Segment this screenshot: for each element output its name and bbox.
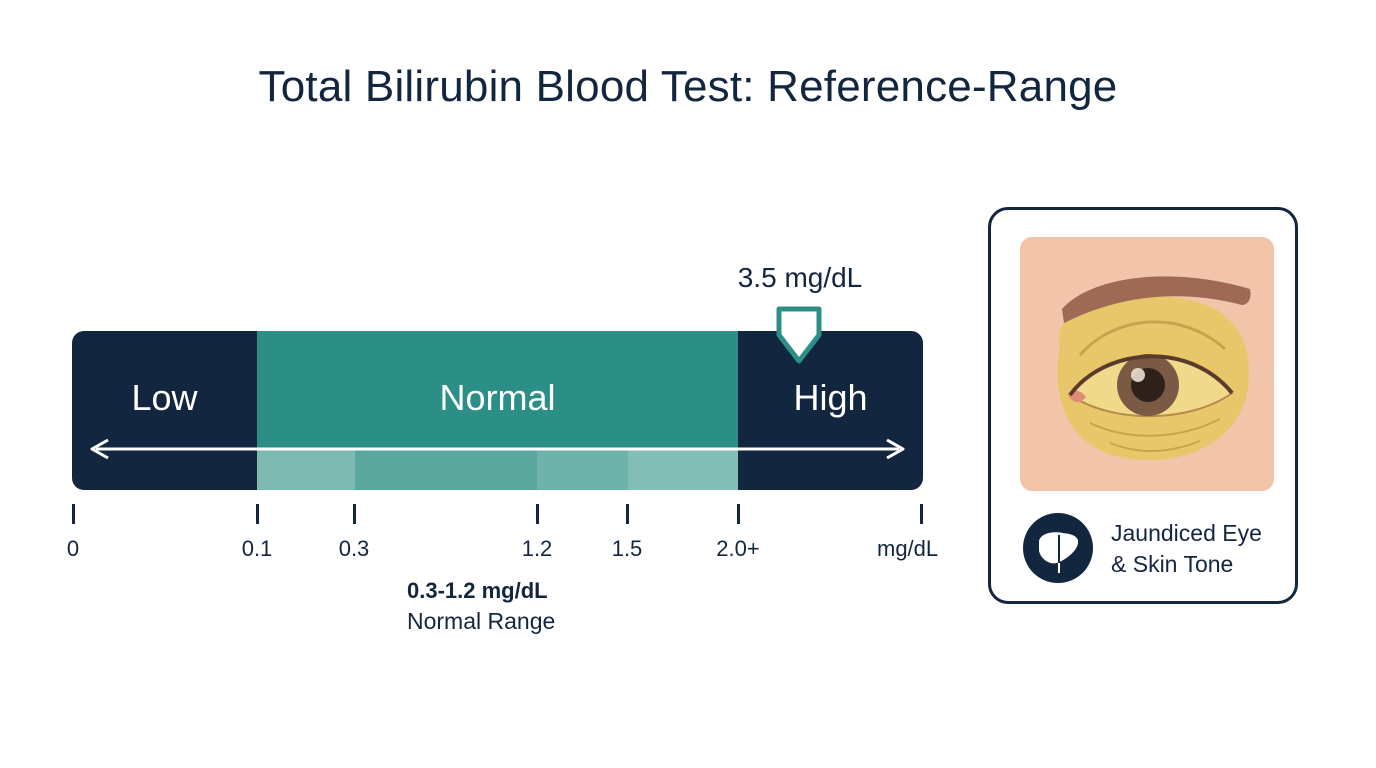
normal-range-value: 0.3-1.2 mg/dL [407, 578, 548, 603]
axis-tick-label: 0.1 [241, 536, 273, 561]
bidirectional-arrow-icon [90, 438, 905, 460]
eye-icon [1057, 276, 1251, 461]
axis-tick [626, 504, 629, 524]
zone-label-normal: Normal [439, 377, 556, 418]
axis-unit-label: mg/dL [877, 536, 939, 561]
axis-ticks: 0 0.1 0.3 1.2 1.5 2.0+ [0, 500, 1000, 580]
axis-tick-label: 1.2 [521, 536, 553, 561]
axis-tick-label: 1.5 [611, 536, 643, 561]
axis-tick [737, 504, 740, 524]
card-caption-line-2: & Skin Tone [1111, 551, 1234, 577]
axis-tick [72, 504, 75, 524]
liver-icon [1039, 532, 1079, 573]
axis-tick [256, 504, 259, 524]
normal-subband-1 [257, 449, 355, 490]
normal-range-label: Normal Range [407, 608, 556, 634]
axis-tick [536, 504, 539, 524]
result-value-label: 3.5 mg/dL [737, 262, 863, 293]
zone-label-low: Low [131, 377, 198, 418]
axis-tick-label: 2.0+ [716, 536, 760, 561]
reference-range-bar: Low Normal High [72, 331, 923, 490]
card-caption: Jaundiced Eye & Skin Tone [1111, 518, 1291, 580]
axis-tick [920, 504, 923, 524]
jaundiced-eye-illustration [1020, 237, 1274, 491]
axis-tick-label: 0 [66, 536, 80, 561]
normal-subband-3 [537, 449, 628, 490]
liver-icon-badge [1023, 513, 1093, 583]
card-caption-line-1: Jaundiced Eye [1111, 520, 1262, 546]
axis-tick-label: 0.3 [338, 536, 370, 561]
zone-label-high: High [793, 377, 868, 418]
jaundice-card: Jaundiced Eye & Skin Tone [988, 207, 1298, 604]
result-marker-icon [776, 306, 822, 364]
normal-subband-4 [628, 449, 738, 490]
axis-tick [353, 504, 356, 524]
normal-subband-2 [355, 449, 537, 490]
page-title: Total Bilirubin Blood Test: Reference-Ra… [258, 62, 1118, 111]
